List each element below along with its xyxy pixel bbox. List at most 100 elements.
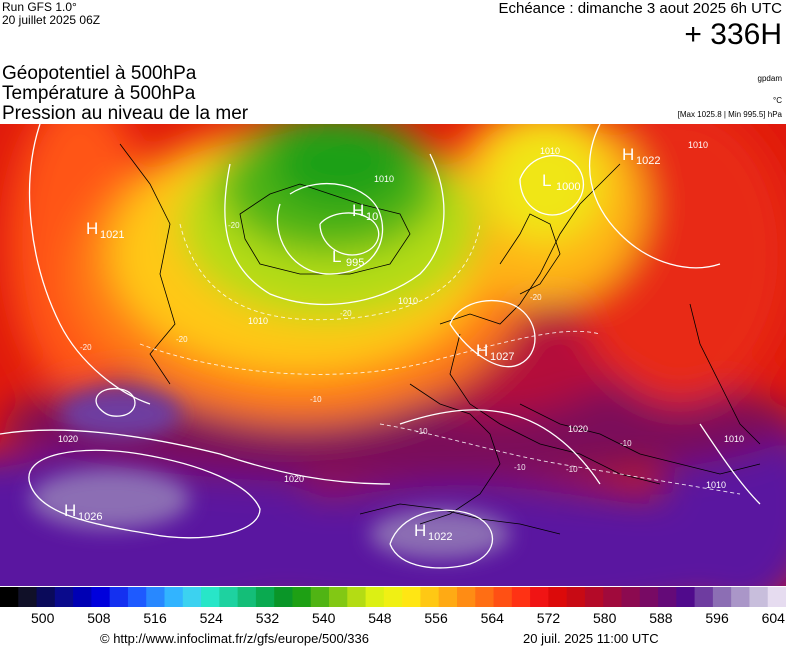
isobar-label: 1010 bbox=[374, 174, 394, 184]
color-scale-swatch bbox=[749, 587, 769, 607]
color-scale-swatch bbox=[456, 587, 476, 607]
pressure-center-value: 1021 bbox=[100, 229, 124, 241]
layer-temperature-label: Température à 500hPa bbox=[2, 83, 196, 104]
isobar-label: 1010 bbox=[706, 480, 726, 490]
color-scale-swatch bbox=[36, 587, 56, 607]
isobar-label: 1010 bbox=[248, 316, 268, 326]
pressure-center: H 1022 bbox=[414, 521, 452, 543]
pressure-center: H 1021 bbox=[86, 219, 124, 241]
color-scale-swatch bbox=[438, 587, 458, 607]
isobar-label: 1010 bbox=[398, 296, 418, 306]
weather-map: H 1021 H 1022 L 1000 H 10 L 995 H 1027 H… bbox=[0, 124, 786, 586]
pressure-center-letter: H bbox=[64, 501, 76, 520]
pressure-center-value: 1027 bbox=[490, 351, 514, 363]
pressure-center-value: 10 bbox=[366, 211, 378, 223]
color-scale-swatch bbox=[731, 587, 751, 607]
color-scale-swatch bbox=[255, 587, 275, 607]
pressure-center-letter: L bbox=[332, 247, 341, 266]
color-scale-swatch bbox=[127, 587, 147, 607]
color-scale-swatch bbox=[639, 587, 659, 607]
color-scale-swatch bbox=[0, 587, 19, 607]
isobar-label: 1010 bbox=[540, 146, 560, 156]
isotherm-label: -20 bbox=[80, 343, 92, 352]
isobar-label: 1020 bbox=[568, 424, 588, 434]
color-scale-tick-label: 580 bbox=[593, 610, 617, 626]
isotherm-label: -10 bbox=[310, 395, 322, 404]
color-scale-labels: 500 508 516 524 532 540 548 556 564 572 580 588 596 6… bbox=[0, 610, 786, 626]
color-scale-swatch bbox=[676, 587, 696, 607]
color-scale-tick-label: 540 bbox=[312, 610, 336, 626]
color-scale-swatch bbox=[566, 587, 586, 607]
isotherm-label: -20 bbox=[340, 309, 352, 318]
isotherm-label: -20 bbox=[228, 221, 240, 230]
color-scale-tick-label: 508 bbox=[87, 610, 111, 626]
isobar-label: 1020 bbox=[58, 434, 78, 444]
color-scale-tick-label: 500 bbox=[31, 610, 55, 626]
color-scale-tick-label: 524 bbox=[199, 610, 223, 626]
isotherm-label: -20 bbox=[530, 293, 542, 302]
isotherm-label: -20 bbox=[176, 335, 188, 344]
color-scale-swatch bbox=[18, 587, 38, 607]
color-scale-tick-label: 532 bbox=[255, 610, 280, 626]
color-scale-tick-label: 548 bbox=[368, 610, 392, 626]
color-scale-swatch bbox=[347, 587, 367, 607]
color-scale-swatch bbox=[182, 587, 202, 607]
isotherm-label: -10 bbox=[620, 439, 632, 448]
color-scale-swatch bbox=[219, 587, 239, 607]
temperature-unit: °C bbox=[773, 96, 782, 105]
color-scale-swatch bbox=[54, 587, 74, 607]
pressure-center-letter: H bbox=[352, 201, 364, 220]
color-scale-swatch bbox=[658, 587, 677, 607]
color-scale-swatch bbox=[584, 587, 604, 607]
forecast-lead-time: + 336H bbox=[684, 18, 782, 51]
color-scale-swatch bbox=[292, 587, 312, 607]
color-scale-swatch bbox=[383, 587, 403, 607]
color-scale-tick-label: 588 bbox=[649, 610, 673, 626]
isotherm-label: -10 bbox=[416, 427, 428, 436]
pressure-center-letter: H bbox=[86, 219, 98, 238]
forecast-valid-time: Echéance : dimanche 3 aout 2025 6h UTC bbox=[498, 0, 782, 17]
pressure-center: H 10 bbox=[352, 201, 378, 223]
color-scale-swatch bbox=[274, 587, 294, 607]
color-scale-tick-label: 572 bbox=[536, 610, 561, 626]
pressure-center-value: 1026 bbox=[78, 511, 102, 523]
color-scale-swatch bbox=[109, 587, 129, 607]
color-scale-bar bbox=[0, 587, 786, 607]
pressure-center: H 1026 bbox=[64, 501, 102, 523]
run-date: 20 juillet 2025 06Z bbox=[2, 13, 101, 27]
layer-geopotential-label: Géopotentiel à 500hPa bbox=[2, 63, 197, 84]
color-scale-swatch bbox=[365, 587, 385, 607]
pressure-center-letter: H bbox=[414, 521, 426, 540]
color-scale-swatch bbox=[329, 587, 348, 607]
color-scale-tick-label: 516 bbox=[143, 610, 167, 626]
color-scale-swatch bbox=[402, 587, 422, 607]
isobar-label: 1010 bbox=[688, 140, 708, 150]
pressure-center-letter: H bbox=[476, 341, 488, 360]
color-scale-swatch bbox=[201, 587, 220, 607]
pressure-center-value: 1022 bbox=[636, 155, 660, 167]
pressure-center: H 1027 bbox=[476, 341, 514, 363]
layer-mslp-label: Pression au niveau de la mer bbox=[2, 103, 249, 124]
pressure-center: L 1000 bbox=[542, 171, 580, 193]
run-label: Run GFS 1.0° bbox=[2, 0, 77, 14]
color-scale-swatch bbox=[420, 587, 440, 607]
isotherm-label: -10 bbox=[566, 465, 578, 474]
color-scale-swatch bbox=[530, 587, 549, 607]
color-scale-swatch bbox=[694, 587, 714, 607]
color-scale-swatch bbox=[146, 587, 166, 607]
color-scale-tick-label: 556 bbox=[424, 610, 448, 626]
pressure-centers: H 1021 H 1022 L 1000 H 10 L 995 H 1027 H… bbox=[64, 145, 660, 543]
color-scale-swatch bbox=[91, 587, 111, 607]
color-scale-swatch bbox=[164, 587, 184, 607]
color-scale-swatch bbox=[310, 587, 330, 607]
color-scale-tick-label: 596 bbox=[705, 610, 729, 626]
pressure-center-value: 1022 bbox=[428, 531, 452, 543]
color-scale-swatch bbox=[767, 587, 786, 607]
geopotential-unit: gpdam bbox=[757, 74, 782, 83]
color-scale-swatch bbox=[621, 587, 641, 607]
color-scale-swatch bbox=[548, 587, 568, 607]
source-url: © http://www.infoclimat.fr/z/gfs/europe/… bbox=[100, 631, 369, 646]
pressure-center-letter: H bbox=[622, 145, 634, 164]
pressure-center-value: 995 bbox=[346, 257, 364, 269]
color-scale-swatch bbox=[493, 587, 513, 607]
